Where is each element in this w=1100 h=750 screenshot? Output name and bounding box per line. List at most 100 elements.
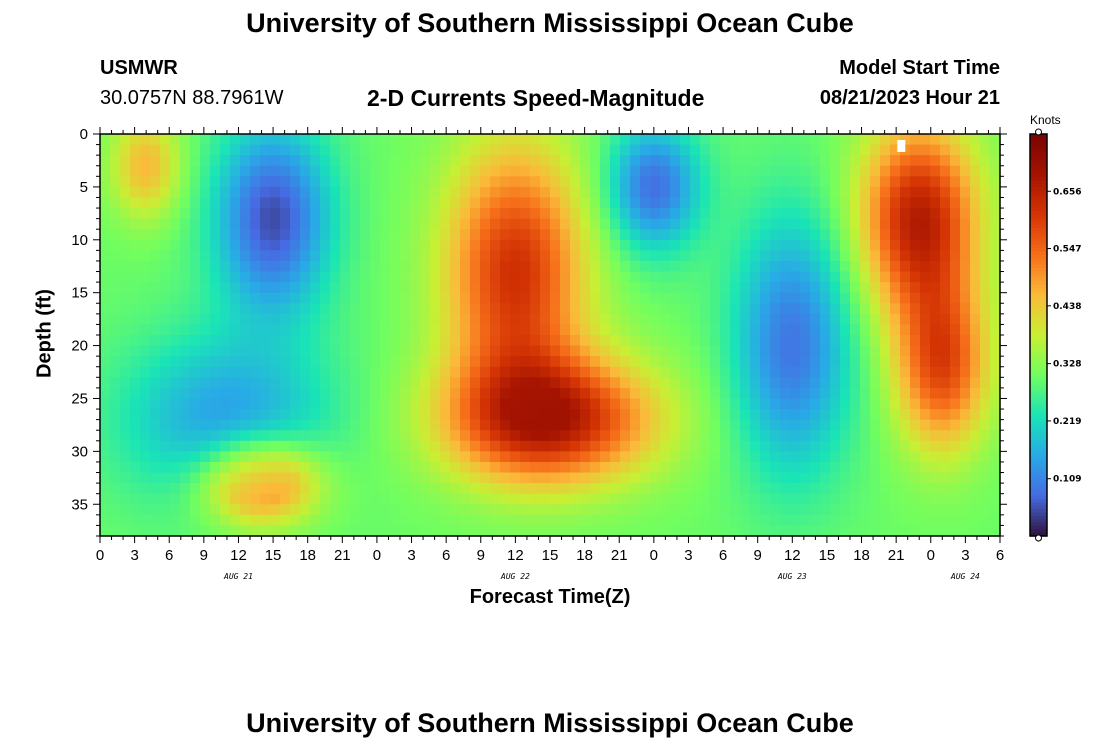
heatmap-cell (250, 504, 261, 516)
heatmap-cell (370, 292, 381, 304)
heatmap-cell (510, 250, 521, 262)
heatmap-cell (520, 377, 531, 389)
heatmap-cell (990, 440, 1001, 452)
heatmap-cell (200, 239, 211, 251)
heatmap-cell (560, 271, 571, 283)
heatmap-cell (430, 155, 441, 167)
heatmap-cell (880, 134, 891, 146)
heatmap-cell (960, 218, 971, 230)
heatmap-cell (840, 472, 851, 484)
heatmap-cell (930, 366, 941, 378)
heatmap-cell (440, 409, 451, 421)
heatmap-cell (700, 366, 711, 378)
heatmap-cell (380, 387, 391, 400)
heatmap-cell (230, 303, 241, 315)
heatmap-cell (840, 377, 851, 389)
heatmap-cell (540, 419, 551, 431)
heatmap-cell (730, 335, 741, 347)
heatmap-cell (820, 271, 831, 283)
heatmap-cell (780, 250, 791, 262)
heatmap-cell (540, 440, 551, 452)
heatmap-cell (520, 282, 531, 294)
heatmap-cell (480, 250, 491, 262)
heatmap-cell (380, 335, 391, 347)
heatmap-cell (400, 186, 411, 199)
heatmap-cell (290, 303, 301, 315)
heatmap-cell (660, 525, 671, 537)
heatmap-cell (630, 472, 641, 484)
heatmap-cell (320, 197, 331, 209)
heatmap-cell (310, 218, 321, 230)
heatmap-cell (170, 313, 181, 326)
heatmap-cell (470, 356, 481, 368)
heatmap-cell (420, 250, 431, 262)
heatmap-cell (560, 165, 571, 177)
heatmap-cell (760, 155, 771, 167)
heatmap-cell (960, 345, 971, 357)
heatmap-cell (960, 165, 971, 177)
heatmap-cell (830, 229, 841, 241)
heatmap-cell (720, 324, 731, 336)
colorbar-segment (1030, 331, 1047, 336)
heatmap-cell (910, 387, 921, 400)
heatmap-cell (820, 514, 831, 527)
heatmap-cell (740, 282, 751, 294)
heatmap-cell (140, 356, 151, 368)
heatmap-cell (400, 514, 411, 527)
heatmap-cell (130, 176, 141, 188)
heatmap-cell (420, 493, 431, 505)
heatmap-cell (610, 504, 621, 516)
heatmap-cell (140, 419, 151, 431)
x-axis-title: Forecast Time(Z) (469, 586, 631, 608)
colorbar-segment (1030, 170, 1047, 175)
heatmap-cell (620, 303, 631, 315)
heatmap-cell (400, 525, 411, 537)
heatmap-cell (400, 472, 411, 484)
heatmap-cell (220, 144, 231, 156)
heatmap-cell (480, 144, 491, 156)
heatmap-cell (600, 165, 611, 177)
heatmap-cell (520, 197, 531, 209)
heatmap-cell (700, 345, 711, 357)
heatmap-cell (540, 461, 551, 474)
heatmap-cell (660, 483, 671, 495)
heatmap-cell (770, 144, 781, 156)
heatmap-cell (230, 239, 241, 251)
heatmap-cell (580, 165, 591, 177)
heatmap-cell (230, 144, 241, 156)
colorbar-segment (1030, 160, 1047, 165)
heatmap-cell (940, 229, 951, 241)
heatmap-cell (360, 451, 371, 463)
heatmap-cell (460, 430, 471, 442)
heatmap-cell (670, 345, 681, 357)
heatmap-cell (490, 514, 501, 527)
heatmap-cell (670, 313, 681, 326)
heatmap-cell (910, 451, 921, 463)
heatmap-cell (550, 144, 561, 156)
heatmap-cell (590, 419, 601, 431)
heatmap-cell (640, 229, 651, 241)
heatmap-cell (380, 218, 391, 230)
heatmap-cell (530, 419, 541, 431)
heatmap-cell (860, 514, 871, 527)
heatmap-cell (350, 483, 361, 495)
heatmap-cell (110, 176, 121, 188)
heatmap-cell (250, 472, 261, 484)
heatmap-cell (300, 282, 311, 294)
colorbar-segment (1030, 371, 1047, 376)
heatmap-cell (470, 229, 481, 241)
heatmap-cell (820, 398, 831, 410)
heatmap-cell (230, 229, 241, 241)
heatmap-cell (470, 155, 481, 167)
heatmap-cell (470, 176, 481, 188)
heatmap-cell (100, 324, 111, 336)
heatmap-cell (290, 461, 301, 474)
heatmap-cell (880, 387, 891, 400)
heatmap-cell (320, 356, 331, 368)
heatmap-cell (200, 144, 211, 156)
heatmap-cell (910, 440, 921, 452)
heatmap-cell (730, 461, 741, 474)
heatmap-cell (520, 260, 531, 273)
colorbar-segment (1030, 442, 1047, 447)
heatmap-cell (660, 324, 671, 336)
